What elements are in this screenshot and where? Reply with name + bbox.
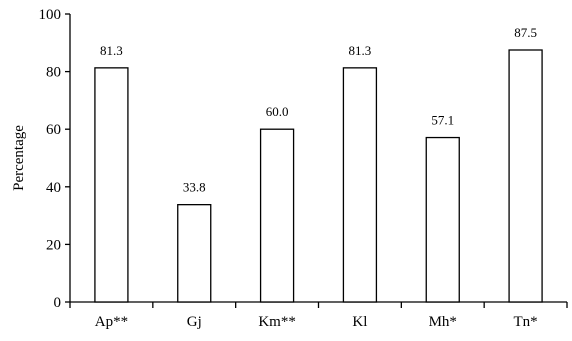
data-label: 87.5 [514,25,537,40]
bar [177,204,212,303]
y-tick-label: 0 [54,295,62,311]
category-label: Mh* [429,314,457,330]
y-tick-label: 60 [46,122,61,138]
axes [69,14,567,303]
y-tick-label: 100 [39,7,62,23]
bar [425,136,460,303]
y-tick-label: 80 [46,65,61,81]
data-label: 57.1 [431,113,454,128]
y-ticks: 0 20 40 60 80 100 [39,7,568,311]
category-label: Tn* [513,314,537,330]
y-tick-label: 40 [46,180,61,196]
y-axis-title: Percentage [11,125,27,191]
labels: 81.3 Ap** 33.8 Gj 60.0 Km** 81.3 Kl 57.1 Mh* 87.5 T… [95,25,538,330]
category-label: Km** [258,314,296,330]
data-label: 33.8 [183,180,206,195]
category-label: Ap** [95,314,128,330]
category-label: Gj [187,314,202,330]
bar [342,67,378,303]
bar [94,67,129,303]
category-label: Kl [352,314,367,330]
y-tick-label: 20 [46,237,61,253]
data-label: 60.0 [266,104,289,119]
bars [94,49,543,303]
bar [259,128,295,303]
data-label: 81.3 [349,43,372,58]
data-label: 81.3 [100,43,123,58]
bar [508,49,543,303]
